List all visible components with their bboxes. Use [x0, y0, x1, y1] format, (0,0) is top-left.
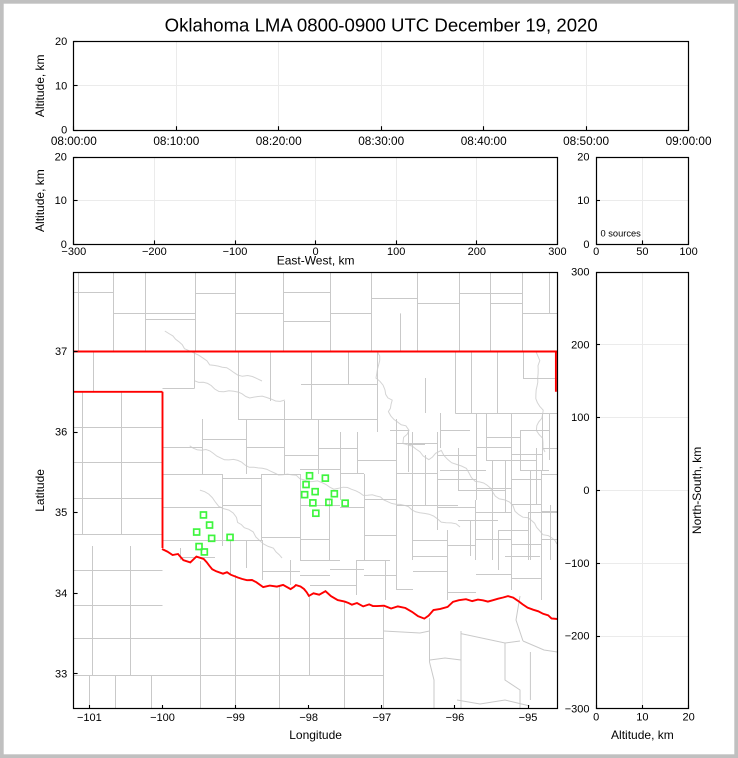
svg-text:20: 20 — [55, 152, 67, 164]
svg-text:−100: −100 — [150, 712, 175, 724]
svg-text:Altitude, km: Altitude, km — [33, 54, 47, 117]
svg-text:20: 20 — [682, 711, 694, 723]
svg-text:10: 10 — [636, 711, 648, 723]
svg-text:−300: −300 — [565, 703, 590, 715]
svg-text:East-West, km: East-West, km — [277, 253, 355, 267]
svg-text:0: 0 — [583, 239, 589, 251]
svg-text:08:10:00: 08:10:00 — [153, 134, 199, 148]
svg-text:37: 37 — [55, 346, 67, 358]
svg-text:33: 33 — [55, 668, 67, 680]
svg-text:200: 200 — [468, 246, 486, 258]
svg-text:08:50:00: 08:50:00 — [563, 134, 609, 148]
svg-text:−95: −95 — [519, 712, 538, 724]
svg-text:0: 0 — [593, 246, 599, 258]
svg-text:10: 10 — [577, 195, 589, 207]
svg-text:Longitude: Longitude — [289, 728, 342, 742]
svg-text:100: 100 — [571, 412, 589, 424]
svg-text:0: 0 — [313, 246, 319, 258]
svg-text:08:00:00: 08:00:00 — [51, 134, 97, 148]
svg-text:0 sources: 0 sources — [601, 228, 642, 238]
svg-text:100: 100 — [387, 246, 405, 258]
svg-text:34: 34 — [55, 588, 67, 600]
svg-text:−99: −99 — [226, 712, 245, 724]
svg-text:20: 20 — [577, 152, 589, 164]
svg-text:50: 50 — [636, 246, 648, 258]
svg-text:−101: −101 — [77, 712, 102, 724]
svg-text:0: 0 — [593, 711, 599, 723]
svg-text:08:30:00: 08:30:00 — [358, 134, 404, 148]
svg-text:10: 10 — [55, 195, 67, 207]
svg-text:−300: −300 — [61, 246, 86, 258]
svg-text:0: 0 — [61, 125, 67, 137]
svg-text:10: 10 — [55, 80, 67, 92]
svg-text:36: 36 — [55, 427, 67, 439]
svg-text:20: 20 — [55, 36, 67, 48]
svg-text:300: 300 — [571, 267, 589, 279]
svg-text:09:00:00: 09:00:00 — [666, 134, 712, 148]
svg-text:08:40:00: 08:40:00 — [461, 134, 507, 148]
svg-text:300: 300 — [548, 246, 566, 258]
svg-text:Altitude, km: Altitude, km — [33, 169, 47, 232]
svg-text:Latitude: Latitude — [33, 469, 47, 512]
svg-text:35: 35 — [55, 507, 67, 519]
svg-text:100: 100 — [679, 246, 697, 258]
svg-text:−200: −200 — [565, 631, 590, 643]
svg-text:−100: −100 — [223, 246, 248, 258]
svg-text:−100: −100 — [565, 558, 590, 570]
svg-text:08:20:00: 08:20:00 — [256, 134, 302, 148]
svg-text:−200: −200 — [142, 246, 167, 258]
svg-text:−98: −98 — [299, 712, 318, 724]
svg-text:0: 0 — [583, 485, 589, 497]
svg-text:−97: −97 — [372, 712, 391, 724]
svg-text:Oklahoma LMA 0800-0900 UTC Dec: Oklahoma LMA 0800-0900 UTC December 19, … — [165, 14, 598, 35]
svg-text:−96: −96 — [446, 712, 465, 724]
svg-text:Altitude, km: Altitude, km — [611, 728, 674, 742]
svg-text:200: 200 — [571, 339, 589, 351]
svg-text:0: 0 — [61, 239, 67, 251]
svg-text:North-South, km: North-South, km — [690, 447, 704, 534]
